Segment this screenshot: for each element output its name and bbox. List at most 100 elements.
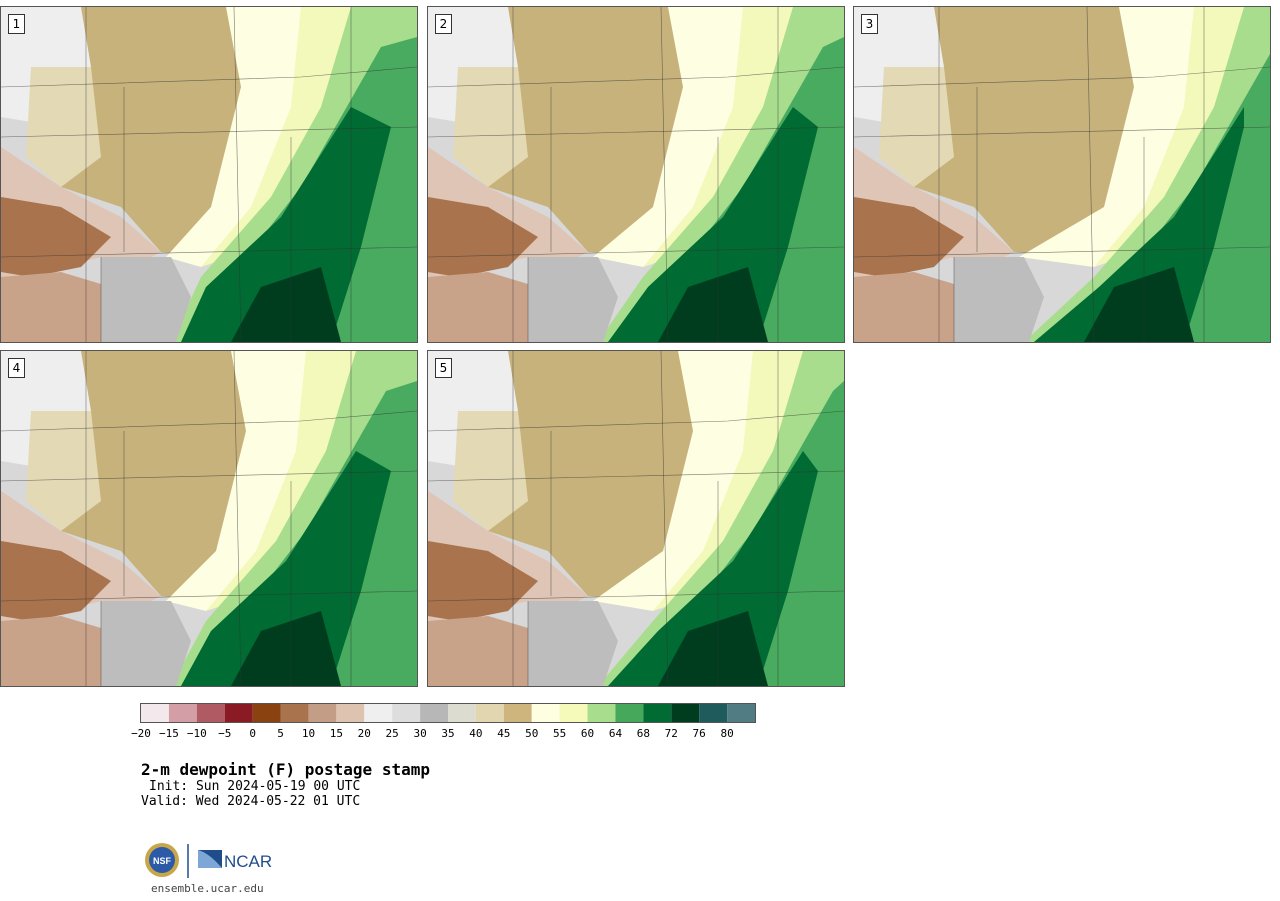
panel-number: 4 <box>8 358 25 378</box>
panel-number: 1 <box>8 14 25 34</box>
colorbar-tick-label: 60 <box>580 727 595 740</box>
state-border <box>1 126 417 138</box>
state-border <box>854 66 1270 88</box>
plains-beige <box>26 411 101 531</box>
dewpoint-map <box>428 7 844 342</box>
moist-edge <box>201 7 361 267</box>
very-humid-region <box>181 451 391 686</box>
desert-dry <box>1 541 111 621</box>
colorbar-bin <box>643 704 672 722</box>
panel-5: 5 <box>427 350 845 687</box>
desert-dry-south <box>428 616 538 686</box>
colorbar-bin <box>448 704 476 722</box>
transition-zone <box>593 7 773 267</box>
desert-dry-south <box>854 272 964 342</box>
colorbar-tick-label: −10 <box>186 727 207 740</box>
colorbar-bin <box>420 704 448 722</box>
colorbar-tick-label: −5 <box>218 727 232 740</box>
colorbar-tick-label: 25 <box>385 727 399 740</box>
colorbar-bin <box>531 704 560 722</box>
state-border <box>1086 7 1095 342</box>
desert-dry <box>1 197 111 277</box>
state-border <box>233 351 242 686</box>
plains-beige <box>879 67 954 187</box>
colorbar-tick-label: 55 <box>553 727 567 740</box>
colorbar-bin <box>308 704 337 722</box>
colorbar-bin <box>196 704 225 722</box>
desert-dry-south <box>1 616 111 686</box>
high-plains-dry <box>56 7 251 257</box>
very-humid-region <box>608 451 818 686</box>
gulf-moisture <box>231 267 341 342</box>
init-time: Init: Sun 2024-05-19 00 UTC <box>149 779 361 794</box>
colorbar-bin <box>615 704 644 722</box>
state-border <box>428 590 844 602</box>
website-url: ensemble.ucar.edu <box>151 882 264 895</box>
ncar-logo-text: NCAR <box>224 852 272 871</box>
colorbar-tick-label: 76 <box>692 727 706 740</box>
transition-zone <box>166 351 336 611</box>
colorbar-bin <box>280 704 309 722</box>
state-border <box>428 66 844 88</box>
state-border <box>428 470 844 482</box>
state-border <box>854 126 1270 138</box>
state-border <box>854 246 1270 258</box>
high-plains-dry <box>56 351 256 601</box>
high-plains-dry <box>909 7 1144 257</box>
texas-west <box>101 601 191 686</box>
high-plains-dry <box>483 351 703 601</box>
colorbar-tick-label: 50 <box>525 727 539 740</box>
desert-dry <box>428 541 538 621</box>
colorbar-bin <box>168 704 197 722</box>
panel-1: 1 <box>0 6 418 343</box>
colorbar-bin <box>252 704 281 722</box>
very-humid-region <box>181 107 391 342</box>
state-border <box>1 66 417 88</box>
very-humid-region <box>1034 107 1244 342</box>
state-border <box>1 470 417 482</box>
high-plains-dry <box>483 7 693 257</box>
state-border <box>428 246 844 258</box>
moist-edge <box>653 351 813 611</box>
dewpoint-map <box>1 7 417 342</box>
plains-beige <box>26 67 101 187</box>
colorbar-bin <box>336 704 365 722</box>
panel-number: 2 <box>435 14 452 34</box>
colorbar-bin <box>364 704 393 722</box>
gulf-moisture <box>658 611 768 686</box>
colorbar-tick-label: 15 <box>329 727 343 740</box>
texas-west <box>101 257 191 342</box>
logos: NSF NCAR <box>145 843 272 878</box>
colorbar-ticks: −20 −15 −10 −5 0 5 10 15 20 25 30 35 40 45 50 55 60 64 68 7… <box>131 727 780 743</box>
state-border <box>1 410 417 432</box>
valid-time: Valid: Wed 2024-05-22 01 UTC <box>141 794 361 809</box>
panel-3: 3 <box>853 6 1271 343</box>
ncar-logo: NCAR <box>198 850 272 871</box>
colorbar-bin <box>559 704 588 722</box>
moist-edge <box>206 351 366 611</box>
colorbar-bin <box>587 704 616 722</box>
texas-west <box>528 601 618 686</box>
colorbar-tick-label: 35 <box>441 727 455 740</box>
humid-region <box>623 37 844 342</box>
colorbar-tick-label: 20 <box>357 727 371 740</box>
colorbar-tick-label: 68 <box>636 727 650 740</box>
colorbar-tick-label: 10 <box>301 727 316 740</box>
panel-2: 2 <box>427 6 845 343</box>
colorbar-tick-label: 80 <box>720 727 734 740</box>
texas-west <box>954 257 1044 342</box>
colorbar-tick-label: 0 <box>249 727 256 740</box>
colorbar-bin <box>475 704 504 722</box>
chart-title: 2-m dewpoint (F) postage stamp <box>141 760 430 779</box>
colorbar-tick-label: −15 <box>158 727 179 740</box>
state-border <box>428 126 844 138</box>
colorbar-bin <box>727 704 755 722</box>
dewpoint-map <box>428 351 844 686</box>
desert-dry <box>854 197 964 277</box>
transition-zone <box>593 351 783 611</box>
panel-number: 5 <box>435 358 452 378</box>
humid-region <box>1049 37 1270 342</box>
state-border <box>428 410 844 432</box>
colorbar-bin <box>392 704 421 722</box>
state-border <box>660 7 669 342</box>
